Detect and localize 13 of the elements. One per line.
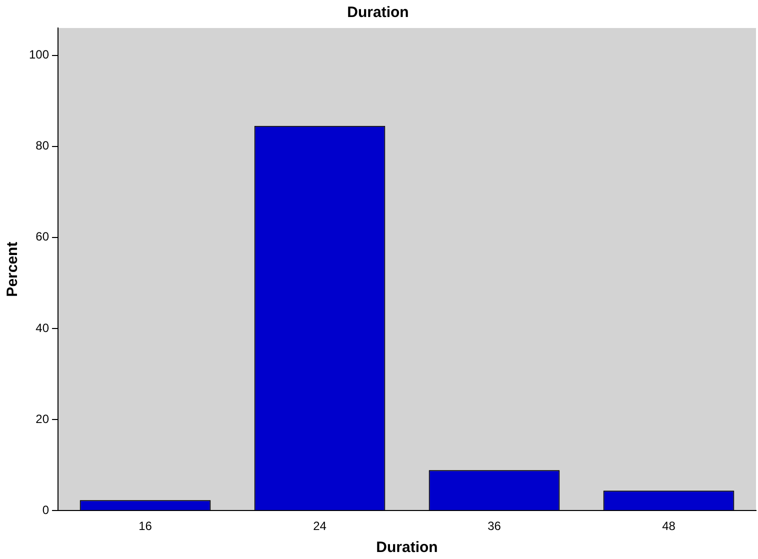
x-tick-label: 48 [662,519,676,534]
y-tick-label: 100 [28,48,50,62]
y-tick-label: 80 [36,138,50,153]
x-tick-label: 16 [138,519,152,534]
x-tick-label: 24 [313,519,327,534]
y-tick-label: 60 [36,230,50,244]
y-tick-label: 20 [36,412,50,426]
chart-title: Duration [347,4,409,22]
x-tick-label: 36 [488,519,502,534]
x-axis-title: Duration [376,539,438,556]
y-tick-label: 40 [36,320,50,335]
y-tick-label: 0 [42,502,50,517]
y-axis-title: Percent [4,242,22,297]
